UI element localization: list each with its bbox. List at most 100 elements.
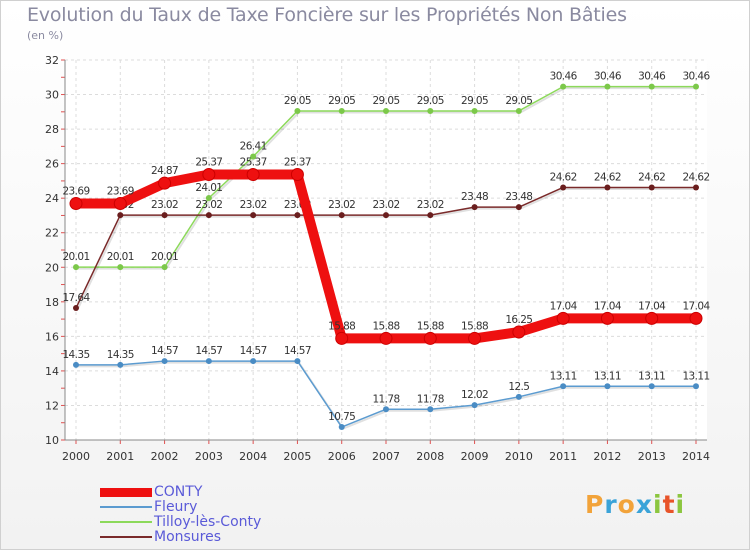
data-label-fleury: 14.57 — [195, 345, 222, 357]
chart-title: Evolution du Taux de Taxe Foncière sur l… — [27, 4, 627, 26]
legend-label: Fleury — [154, 499, 198, 515]
x-tick-label: 2012 — [593, 450, 621, 463]
data-point-fleury — [648, 383, 655, 390]
y-tick-label: 18 — [45, 296, 59, 309]
data-label-fleury: 11.78 — [417, 393, 444, 405]
data-point-fleury — [161, 358, 168, 365]
data-point-conty — [600, 311, 614, 325]
data-label-conty: 17.04 — [550, 300, 578, 312]
plot-area — [65, 60, 707, 440]
x-tick-label: 2003 — [195, 450, 223, 463]
y-tick-label: 26 — [45, 158, 59, 171]
x-tick-label: 2006 — [328, 450, 356, 463]
data-label-fleury: 13.11 — [550, 370, 577, 382]
data-label-fleury: 11.78 — [372, 393, 399, 405]
data-label-monsures: 23.48 — [461, 191, 488, 203]
legend-label: CONTY — [154, 484, 203, 500]
data-label-tilloy-l-s-conty: 20.01 — [107, 251, 134, 263]
data-point-tilloy-l-s-conty — [515, 107, 522, 114]
data-label-conty: 15.88 — [328, 320, 355, 332]
data-point-monsures — [250, 212, 257, 219]
legend-swatch — [100, 487, 152, 497]
legend-swatch — [100, 506, 152, 508]
data-label-fleury: 12.02 — [461, 389, 488, 401]
data-label-conty: 24.87 — [151, 165, 178, 177]
data-label-fleury: 14.57 — [151, 345, 178, 357]
data-label-monsures: 23.02 — [328, 199, 355, 211]
data-point-conty — [113, 197, 127, 211]
data-label-monsures: 24.62 — [594, 171, 621, 183]
data-point-monsures — [338, 212, 345, 219]
data-point-tilloy-l-s-conty — [73, 264, 79, 271]
data-label-tilloy-l-s-conty: 29.05 — [372, 95, 399, 107]
data-label-monsures: 23.02 — [372, 199, 399, 211]
data-label-tilloy-l-s-conty: 29.05 — [328, 95, 355, 107]
data-point-conty — [556, 311, 570, 325]
data-point-conty — [379, 331, 393, 345]
data-label-conty: 17.04 — [594, 300, 622, 312]
data-label-conty: 23.69 — [107, 186, 134, 198]
data-label-conty: 23.69 — [62, 186, 89, 198]
data-point-monsures — [383, 212, 389, 219]
data-point-fleury — [427, 406, 434, 413]
data-point-tilloy-l-s-conty — [161, 264, 168, 271]
data-point-tilloy-l-s-conty — [205, 195, 212, 202]
logo-letter: o — [617, 490, 636, 519]
data-point-tilloy-l-s-conty — [560, 83, 567, 90]
legend-swatch — [100, 521, 152, 523]
data-label-conty: 17.04 — [682, 300, 710, 312]
data-label-conty: 25.37 — [195, 157, 222, 169]
data-label-conty: 25.37 — [284, 157, 311, 169]
data-point-tilloy-l-s-conty — [427, 107, 434, 114]
data-point-conty — [246, 168, 260, 182]
data-label-fleury: 14.57 — [284, 345, 311, 357]
data-point-monsures — [648, 184, 655, 191]
data-label-tilloy-l-s-conty: 30.46 — [594, 71, 622, 83]
data-point-fleury — [294, 358, 301, 365]
data-point-tilloy-l-s-conty — [471, 107, 478, 114]
data-point-monsures — [471, 204, 478, 211]
data-label-tilloy-l-s-conty: 20.01 — [62, 251, 89, 263]
data-point-conty — [69, 197, 83, 211]
data-point-conty — [645, 311, 659, 325]
logo-letter: x — [635, 490, 653, 519]
data-point-tilloy-l-s-conty — [648, 83, 655, 90]
legend-label: Monsures — [154, 529, 222, 545]
data-label-fleury: 10.75 — [328, 411, 355, 423]
x-tick-label: 2004 — [239, 450, 267, 463]
data-point-fleury — [73, 361, 79, 368]
data-label-tilloy-l-s-conty: 29.05 — [505, 95, 532, 107]
data-point-monsures — [205, 212, 212, 219]
data-label-monsures: 23.02 — [417, 199, 444, 211]
data-point-monsures — [161, 212, 168, 219]
data-point-fleury — [338, 424, 345, 431]
data-label-fleury: 14.35 — [107, 349, 134, 361]
data-point-monsures — [294, 212, 301, 219]
data-label-monsures: 24.62 — [638, 171, 665, 183]
data-point-tilloy-l-s-conty — [338, 107, 345, 114]
data-point-conty — [158, 176, 172, 190]
legend-label: Tilloy-lès-Conty — [154, 514, 262, 530]
data-label-fleury: 12.5 — [508, 381, 529, 393]
data-label-tilloy-l-s-conty: 26.41 — [240, 141, 267, 153]
data-point-fleury — [604, 383, 611, 390]
data-label-fleury: 13.11 — [638, 370, 665, 382]
y-tick-label: 28 — [45, 123, 59, 136]
data-point-monsures — [515, 204, 522, 211]
y-tick-label: 30 — [45, 89, 59, 102]
data-label-monsures: 23.02 — [240, 199, 267, 211]
data-label-fleury: 13.11 — [682, 370, 709, 382]
data-point-conty — [335, 331, 349, 345]
data-point-tilloy-l-s-conty — [604, 83, 611, 90]
data-label-conty: 17.04 — [638, 300, 666, 312]
data-label-monsures: 23.02 — [151, 199, 178, 211]
data-point-fleury — [117, 361, 124, 368]
data-label-monsures: 24.62 — [550, 171, 577, 183]
data-label-conty: 15.88 — [461, 320, 488, 332]
x-tick-label: 2002 — [151, 450, 179, 463]
data-point-conty — [423, 331, 437, 345]
x-tick-label: 2005 — [283, 450, 311, 463]
proxiti-logo: Proxiti — [585, 490, 685, 519]
y-tick-label: 12 — [45, 399, 59, 412]
